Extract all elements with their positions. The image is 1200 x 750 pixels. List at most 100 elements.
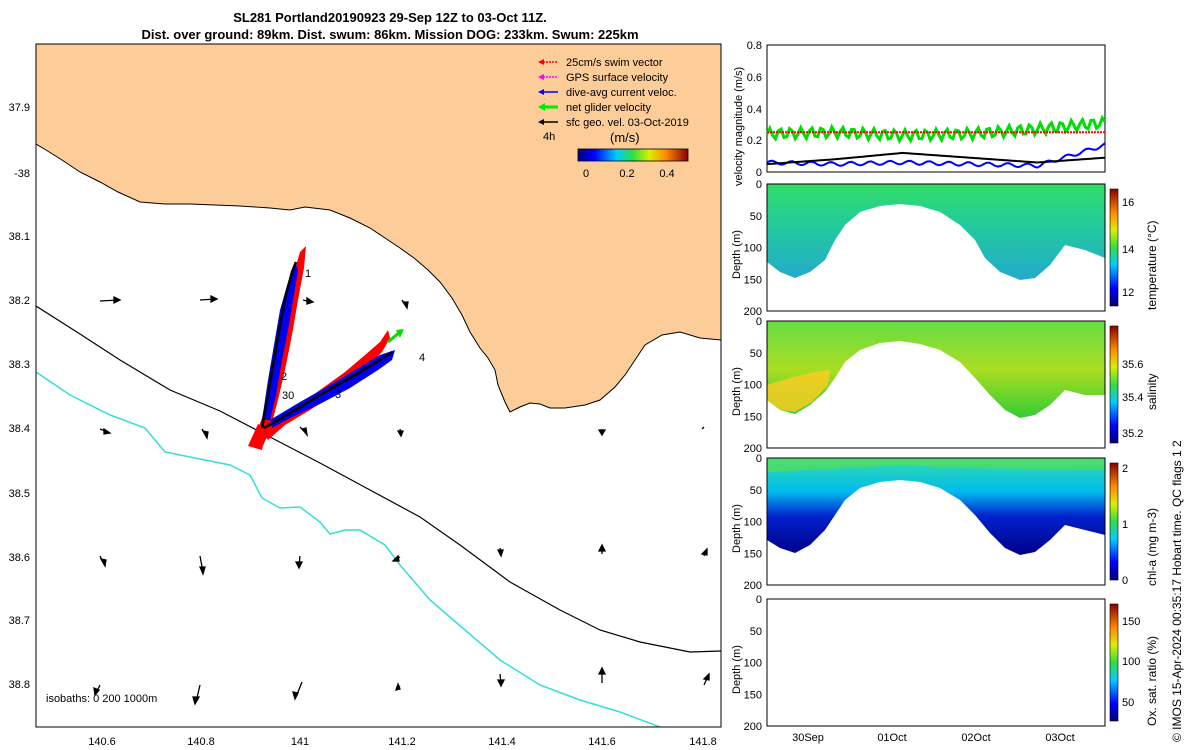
legend-swim-vector: 25cm/s swim vector	[566, 57, 663, 69]
chla-cb-tick: 0	[1122, 575, 1128, 587]
time-tick-02oct: 02Oct	[961, 732, 990, 744]
depth-tick: 50	[750, 626, 762, 638]
depth-tick: 50	[750, 485, 762, 497]
salinity-cb-tick: 35.2	[1122, 428, 1143, 440]
chla-surface-layer	[767, 458, 1105, 472]
day-marker-30: 30	[282, 390, 294, 402]
time-scale-label: 4h	[543, 131, 555, 143]
oxygen-label: Ox. sat. ratio (%)	[1145, 636, 1159, 726]
map-legend: 25cm/s swim vector GPS surface velocity …	[538, 57, 689, 180]
velocity-y-tick: 0.4	[747, 104, 762, 116]
glider-track	[260, 261, 298, 429]
salinity-cb-tick: 35.6	[1122, 359, 1143, 371]
depth-label: Depth (m)	[731, 367, 743, 416]
map-y-tick: 38.3	[9, 359, 30, 371]
isobath-1000m	[36, 371, 661, 727]
day-marker-3: 3	[335, 389, 341, 401]
chla-label: chl-a (mg m-3)	[1145, 508, 1159, 586]
depth-label: Depth (m)	[731, 645, 743, 694]
depth-tick: 150	[744, 548, 762, 560]
depth-tick: 100	[744, 517, 762, 529]
legend-dive-avg-current: dive-avg current veloc.	[566, 87, 677, 99]
chla-section	[767, 458, 1105, 555]
map-x-tick: 141.8	[689, 736, 717, 748]
day-marker-1: 1	[305, 268, 311, 280]
legend-sfc-geo-velocity: sfc geo. vel. 03-Oct-2019	[566, 117, 689, 129]
geo-velocity-arrows	[93, 294, 710, 706]
oxygen-cb-tick: 100	[1122, 656, 1140, 668]
depth-tick: 50	[750, 211, 762, 223]
oxygen-panel: 50 100 150 Ox. sat. ratio (%)	[766, 598, 1159, 727]
temperature-label: temperature (°C)	[1145, 221, 1159, 311]
oxygen-cb-tick: 150	[1122, 616, 1140, 628]
map-y-tick: 38.2	[9, 295, 30, 307]
depth-tick: 50	[750, 348, 762, 360]
depth-label: Depth (m)	[731, 230, 743, 279]
copyright-credit: © IMOS 15-Apr-2024 00:35:17 Hobart time.…	[1170, 440, 1184, 742]
velocity-line-sfc-geo-vel-03-oct-2019	[766, 151, 1106, 166]
velocity-series-group	[765, 114, 1107, 169]
depth-tick: 0	[756, 594, 762, 606]
time-tick-03oct: 03Oct	[1045, 732, 1074, 744]
depth-label: Depth (m)	[731, 504, 743, 553]
velocity-y-tick: 0.8	[747, 40, 762, 52]
day-marker-2: 2	[281, 371, 287, 383]
map-x-tick: 141.6	[588, 736, 616, 748]
map-y-tick: 37.9	[9, 102, 30, 114]
glider-track-leg2	[263, 350, 393, 430]
depth-axes: 0 50 100 150 200 Depth (m) 0 50 100 150 200 Depth (…	[731, 179, 762, 733]
legend-gps-velocity: GPS surface velocity	[566, 72, 669, 84]
time-x-ticks: 30Sep 01Oct 02Oct 03Oct	[792, 732, 1075, 744]
legend-net-velocity: net glider velocity	[566, 102, 651, 114]
depth-tick: 150	[744, 411, 762, 423]
velocity-y-label: velocity magnitude (m/s)	[733, 67, 745, 186]
map-y-ticks: 37.9 -38 38.1 38.2 38.3 38.4 38.5 38.6 3…	[9, 102, 30, 691]
temperature-section	[767, 184, 1105, 280]
speed-colorbar	[577, 148, 689, 162]
depth-tick: 150	[744, 274, 762, 286]
depth-tick: 200	[744, 721, 762, 733]
figure-subtitle: Dist. over ground: 89km. Dist. swum: 86k…	[141, 27, 639, 42]
map-y-tick: -38	[14, 168, 30, 180]
map-x-tick: 141	[291, 736, 309, 748]
map-panel: 1 2 30 3 4 25cm/s swim vector GPS surfac…	[9, 43, 722, 748]
depth-tick: 100	[744, 380, 762, 392]
chla-cb-tick: 1	[1122, 519, 1128, 531]
map-y-tick: 38.5	[9, 488, 30, 500]
depth-tick: 150	[744, 689, 762, 701]
isobath-label: isobaths: 0 200 1000m	[46, 693, 157, 705]
depth-tick: 200	[744, 443, 762, 455]
oxygen-colorbar	[1109, 603, 1119, 722]
salinity-cb-tick: 35.4	[1122, 392, 1143, 404]
salinity-colorbar	[1109, 325, 1119, 444]
depth-tick: 0	[756, 179, 762, 191]
map-y-tick: 38.8	[9, 679, 30, 691]
temperature-colorbar	[1109, 188, 1119, 307]
map-x-tick: 140.6	[88, 736, 116, 748]
temperature-cb-tick: 14	[1122, 244, 1134, 256]
map-x-tick: 140.8	[187, 736, 215, 748]
map-y-tick: 38.4	[9, 423, 30, 435]
temperature-cb-tick: 16	[1122, 197, 1134, 209]
depth-tick: 100	[744, 658, 762, 670]
velocity-panel: 0 0.2 0.4 0.6 0.8 velocity magnitude (m/…	[733, 40, 1107, 186]
time-tick-01oct: 01Oct	[877, 732, 906, 744]
figure-title: SL281 Portland20190923 29-Sep 12Z to 03-…	[233, 10, 547, 25]
salinity-high-band	[767, 370, 830, 412]
map-y-tick: 38.6	[9, 552, 30, 564]
depth-tick: 200	[744, 580, 762, 592]
map-x-tick: 141.2	[388, 736, 416, 748]
velocity-y-tick: 0.6	[747, 72, 762, 84]
time-tick-30sep: 30Sep	[792, 732, 824, 744]
oxygen-cb-tick: 50	[1122, 697, 1134, 709]
velocity-y-tick: 0.2	[747, 135, 762, 147]
land-area	[36, 44, 721, 413]
depth-tick: 200	[744, 306, 762, 318]
temperature-panel: 12 14 16 temperature (°C)	[766, 183, 1159, 312]
colorbar-tick-2: 0.4	[659, 168, 674, 180]
map-y-tick: 38.7	[9, 615, 30, 627]
isobath-200m	[36, 305, 721, 653]
depth-tick: 100	[744, 243, 762, 255]
day-marker-4: 4	[419, 352, 425, 364]
